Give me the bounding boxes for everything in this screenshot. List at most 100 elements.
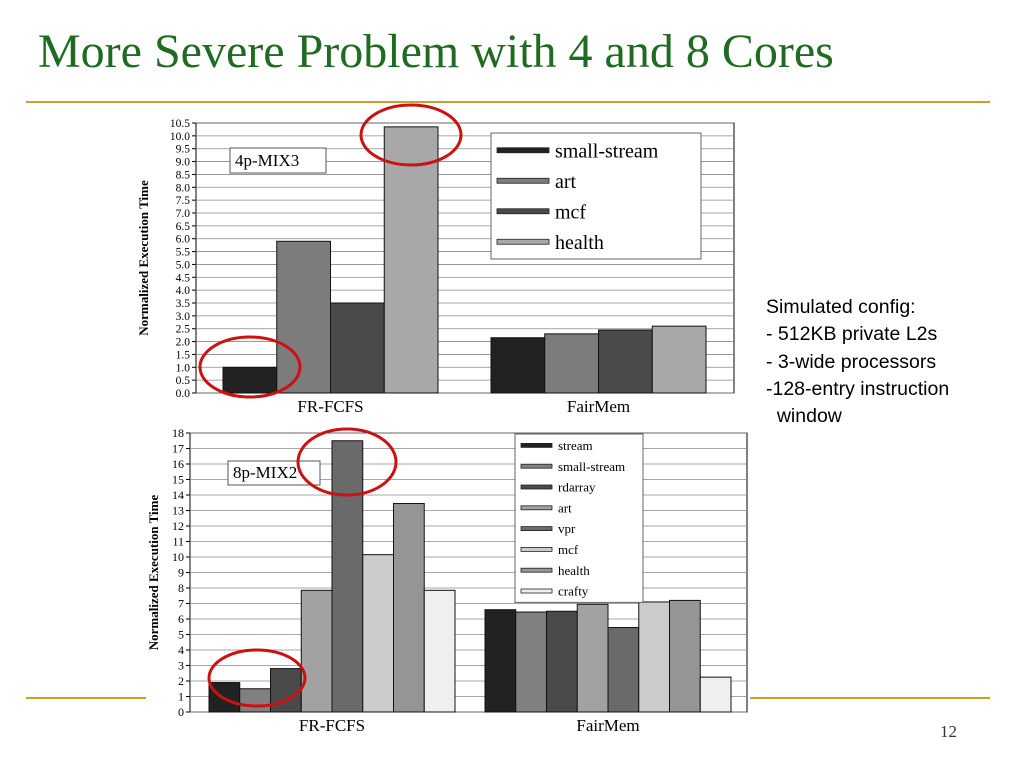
legend-swatch (496, 177, 550, 184)
x-category-label: FR-FCFS (297, 397, 363, 416)
y-tick-label: 7.0 (176, 208, 191, 220)
config-line: Simulated config: (766, 296, 916, 318)
legend-box (490, 132, 702, 260)
bar (546, 610, 578, 713)
legend-entry-label: art (555, 171, 577, 193)
y-tick-label: 2.0 (176, 337, 191, 349)
y-tick-label: 0.5 (176, 375, 191, 387)
config-line: -128-entry instruction (766, 377, 950, 400)
y-tick-label: 2.5 (176, 324, 191, 336)
legend-entry-label: rdarray (558, 480, 596, 495)
legend-swatch (520, 526, 553, 531)
bar (276, 240, 331, 394)
bar (383, 126, 439, 394)
inset-label-box (227, 460, 321, 486)
highlight-circle (198, 335, 302, 399)
inset-label: 4p-MIX3 (235, 151, 299, 170)
y-tick-label: 17 (172, 442, 184, 456)
y-tick-label: 16 (172, 457, 184, 471)
footer-divider-left (26, 697, 146, 699)
y-tick-label: 3.5 (176, 298, 191, 310)
y-tick-label: 12 (172, 519, 184, 533)
bar (393, 503, 425, 713)
y-tick-label: 5.0 (176, 259, 191, 271)
y-tick-label: 0.0 (176, 388, 191, 400)
bar (362, 554, 394, 713)
y-tick-label: 4.0 (176, 285, 191, 297)
bar (669, 599, 701, 713)
bar (300, 589, 333, 713)
y-tick-label: 15 (172, 473, 184, 487)
legend-swatch (496, 238, 550, 245)
highlight-circle (359, 103, 463, 167)
legend-swatch (496, 147, 550, 154)
y-tick-label: 9 (178, 566, 184, 580)
bar (576, 603, 609, 713)
legend-entry-label: health (558, 563, 590, 578)
bar (515, 611, 547, 713)
legend-swatch (520, 588, 553, 594)
legend-entry-label: health (555, 232, 604, 254)
y-tick-label: 6.0 (176, 234, 191, 246)
bar (330, 302, 385, 394)
y-tick-label: 13 (172, 504, 184, 518)
y-tick-label: 10 (172, 550, 184, 564)
y-tick-label: 8.0 (176, 182, 191, 194)
y-tick-label: 2 (178, 674, 184, 688)
title-divider (26, 101, 990, 103)
bar (423, 589, 456, 713)
bar (699, 676, 732, 713)
highlight-circle (296, 427, 398, 497)
legend-entry-label: crafty (558, 584, 589, 599)
bar (490, 337, 546, 394)
y-tick-label: 7.5 (176, 195, 191, 207)
bar (239, 688, 271, 713)
footer-divider-right (750, 697, 990, 699)
y-tick-label: 1.0 (176, 362, 191, 374)
bar (607, 627, 640, 713)
y-tick-label: 5.5 (176, 247, 191, 259)
y-tick-label: 0 (178, 705, 184, 719)
y-tick-label: 3.0 (176, 311, 191, 323)
y-axis-label: Normalized Execution Time (146, 495, 161, 651)
y-tick-label: 6 (178, 612, 184, 626)
bar (331, 440, 364, 713)
highlight-circle (207, 648, 307, 708)
y-tick-label: 6.5 (176, 221, 191, 233)
legend-swatch (520, 567, 553, 573)
bar (222, 366, 278, 394)
y-tick-label: 3 (178, 659, 184, 673)
y-tick-label: 1 (178, 690, 184, 704)
legend-entry-label: mcf (555, 201, 586, 223)
inset-label: 8p-MIX2 (233, 463, 297, 482)
x-category-label: FairMem (576, 716, 639, 735)
y-tick-label: 8.5 (176, 169, 191, 181)
y-tick-label: 1.5 (176, 349, 191, 361)
config-line: - 3-wide processors (766, 350, 937, 373)
legend-entry-label: mcf (558, 542, 579, 557)
legend-swatch (520, 463, 553, 469)
x-category-label: FairMem (567, 397, 630, 416)
y-tick-label: 10.5 (170, 118, 190, 130)
inset-label-box (229, 147, 327, 174)
legend-entry-label: stream (558, 438, 593, 453)
y-tick-label: 10.0 (170, 131, 190, 143)
legend-swatch (520, 547, 553, 552)
legend-entry-label: small-stream (558, 459, 625, 474)
legend-swatch (520, 442, 553, 448)
bar (598, 329, 653, 394)
legend-entry-label: small-stream (555, 140, 659, 162)
legend-entry-label: art (558, 500, 572, 515)
y-tick-label: 4.5 (176, 272, 191, 284)
legend-swatch (520, 484, 553, 490)
y-tick-label: 9.5 (176, 144, 191, 156)
y-tick-label: 11 (172, 535, 184, 549)
y-tick-label: 4 (178, 643, 184, 657)
x-category-label: FR-FCFS (299, 716, 365, 735)
bar (651, 325, 707, 394)
chart-4p-mix3: 0.00.51.01.52.02.53.03.54.04.55.05.56.06… (136, 103, 735, 416)
y-tick-label: 7 (178, 597, 184, 611)
bar (484, 609, 517, 713)
y-tick-label: 9.0 (176, 157, 191, 169)
